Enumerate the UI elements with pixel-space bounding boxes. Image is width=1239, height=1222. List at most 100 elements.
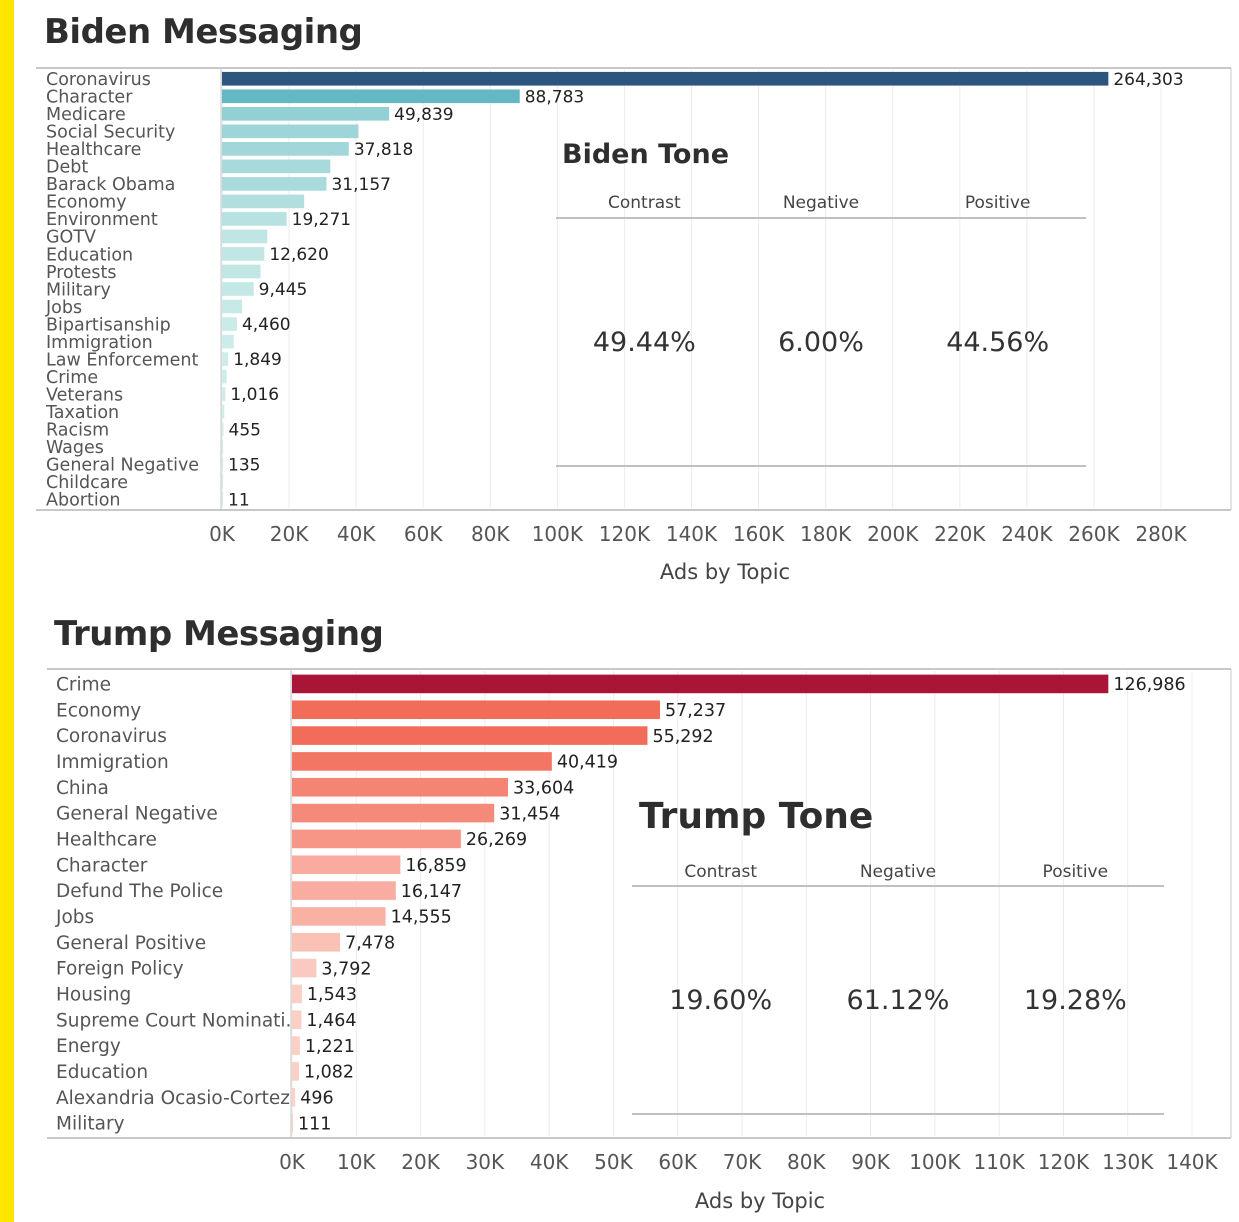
trump-data-label: 55,292	[652, 727, 713, 747]
biden-data-label: 4,460	[242, 315, 291, 335]
trump-x-tick-label: 40K	[530, 1150, 569, 1174]
trump-data-label: 33,604	[513, 779, 574, 799]
trump-bar	[292, 829, 461, 849]
biden-category-label: Immigration	[46, 333, 153, 353]
biden-data-label: 49,839	[394, 105, 453, 125]
biden-x-tick-label: 200K	[867, 522, 919, 546]
biden-category-label: Bipartisanship	[46, 315, 171, 335]
trump-category-label: Housing	[56, 985, 131, 1006]
trump-bar	[292, 700, 660, 720]
trump-x-tick-label: 20K	[401, 1150, 440, 1174]
trump-category-label: Coronavirus	[56, 726, 167, 747]
trump-bar	[292, 932, 341, 952]
biden-category-label: Protests	[46, 263, 117, 283]
trump-data-label: 496	[300, 1089, 333, 1109]
biden-data-label: 264,303	[1113, 70, 1183, 90]
biden-category-label: General Negative	[46, 456, 199, 476]
biden-category-label: Racism	[46, 420, 109, 440]
biden-bar	[222, 334, 234, 349]
biden-data-label: 455	[229, 420, 261, 440]
biden-bar	[222, 177, 327, 191]
trump-category-label: Character	[56, 855, 148, 876]
biden-tone-header: Positive	[965, 193, 1031, 213]
trump-data-label: 1,221	[305, 1037, 355, 1057]
biden-category-label: Military	[46, 280, 111, 300]
biden-bar	[222, 404, 225, 419]
trump-messaging-title: Trump Messaging	[54, 614, 384, 654]
biden-bar	[222, 159, 331, 174]
trump-data-label: 16,147	[401, 882, 462, 902]
biden-data-label: 31,157	[331, 175, 390, 195]
biden-category-label: Coronavirus	[46, 70, 151, 90]
biden-category-label: Law Enforcement	[46, 350, 198, 370]
trump-x-tick-label: 60K	[658, 1150, 697, 1174]
biden-category-label: GOTV	[46, 228, 96, 248]
biden-x-tick-label: 220K	[934, 522, 986, 546]
biden-x-tick-label: 20K	[270, 522, 309, 546]
trump-tone-value: 61.12%	[847, 985, 950, 1016]
biden-category-label: Medicare	[46, 105, 126, 125]
biden-data-label: 1,016	[230, 385, 279, 405]
trump-tone-header: Negative	[860, 862, 936, 882]
trump-bar	[292, 777, 509, 797]
biden-bar	[222, 71, 1109, 86]
biden-x-tick-label: 80K	[471, 522, 510, 546]
biden-bar	[222, 439, 223, 454]
trump-data-label: 3,792	[321, 959, 371, 979]
biden-x-tick-label: 160K	[733, 522, 785, 546]
trump-data-label: 14,555	[391, 908, 452, 928]
biden-bar	[222, 142, 349, 156]
biden-data-label: 12,620	[269, 245, 328, 265]
trump-x-tick-label: 130K	[1102, 1150, 1154, 1174]
trump-bar	[292, 752, 552, 771]
biden-tone-header: Negative	[783, 193, 859, 213]
biden-category-label: Childcare	[46, 473, 128, 493]
biden-category-label: Taxation	[45, 403, 119, 423]
biden-data-label: 1,849	[233, 350, 282, 370]
biden-bar-chart: Coronavirus 264,303 Character 88,783 Medicar…	[36, 67, 1232, 584]
trump-data-label: 1,464	[306, 1011, 356, 1031]
trump-bar	[292, 881, 396, 900]
biden-bar	[222, 317, 237, 331]
biden-x-tick-label: 0K	[209, 522, 236, 546]
trump-x-tick-label: 70K	[723, 1150, 762, 1174]
biden-bar	[222, 212, 287, 226]
biden-category-label: Wages	[46, 438, 104, 458]
biden-data-label: 88,783	[525, 87, 584, 107]
trump-bar	[292, 907, 386, 926]
trump-x-tick-label: 10K	[337, 1150, 376, 1174]
trump-tone-header: Positive	[1043, 862, 1109, 882]
trump-category-label: Defund The Police	[56, 881, 223, 902]
biden-category-label: Barack Obama	[46, 175, 175, 195]
trump-x-tick-label: 50K	[594, 1150, 633, 1174]
biden-tone-value: 49.44%	[593, 327, 696, 358]
biden-tone-value: 44.56%	[946, 327, 1049, 358]
biden-tone-header: Contrast	[608, 193, 681, 213]
trump-x-tick-label: 100K	[909, 1150, 961, 1174]
trump-bar	[292, 803, 495, 823]
trump-data-label: 16,859	[405, 856, 466, 876]
biden-category-label: Economy	[46, 193, 127, 213]
trump-bar	[292, 1087, 296, 1107]
trump-bar	[292, 855, 401, 875]
trump-x-tick-label: 110K	[973, 1150, 1025, 1174]
trump-x-tick-label: 80K	[787, 1150, 826, 1174]
biden-category-label: Social Security	[46, 123, 175, 143]
trump-bar	[292, 1062, 299, 1081]
trump-x-tick-label: 120K	[1038, 1150, 1090, 1174]
trump-category-label: Education	[56, 1062, 148, 1083]
biden-x-tick-label: 100K	[532, 522, 584, 546]
trump-bar-chart: Crime 126,986 Economy 57,237 Coronavirus 55,2…	[47, 668, 1232, 1213]
trump-category-label: Economy	[56, 700, 141, 721]
trump-data-label: 7,478	[345, 934, 395, 954]
trump-category-label: General Positive	[56, 933, 206, 954]
trump-category-label: General Negative	[56, 804, 218, 825]
trump-data-label: 1,082	[304, 1063, 354, 1083]
biden-data-label: 9,445	[259, 280, 308, 300]
biden-x-tick-label: 180K	[800, 522, 852, 546]
biden-category-label: Debt	[46, 158, 88, 178]
biden-bar	[222, 457, 223, 472]
biden-data-label: 11	[228, 490, 250, 510]
biden-bar	[222, 387, 226, 401]
biden-bar	[222, 124, 359, 139]
